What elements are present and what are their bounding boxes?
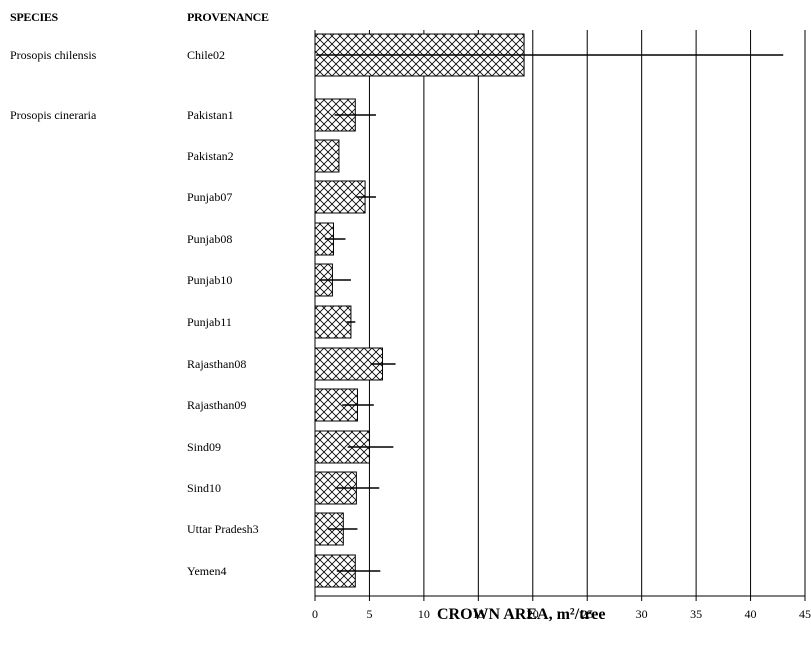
provenance-header: PROVENANCE [187, 10, 269, 24]
provenance-label: Punjab10 [187, 273, 233, 287]
x-tick-label: 20 [527, 607, 539, 621]
x-tick-label: 0 [312, 607, 318, 621]
provenance-label: Yemen4 [187, 564, 227, 578]
x-tick-label: 15 [472, 607, 484, 621]
provenance-label: Rajasthan09 [187, 398, 247, 412]
bar [314, 305, 352, 339]
provenance-label: Punjab08 [187, 232, 233, 246]
x-tick-label: 5 [366, 607, 372, 621]
x-tick-label: 35 [690, 607, 702, 621]
x-tick-label: 45 [799, 607, 811, 621]
provenance-label: Punjab11 [187, 315, 232, 329]
provenance-label: Pakistan2 [187, 149, 234, 163]
provenance-label: Uttar Pradesh3 [187, 522, 259, 536]
bar [314, 139, 340, 173]
species-label: Prosopis cineraria [10, 108, 97, 122]
x-tick-label: 10 [418, 607, 430, 621]
provenance-label: Pakistan1 [187, 108, 234, 122]
x-tick-label: 30 [636, 607, 648, 621]
x-tick-label: 40 [745, 607, 757, 621]
provenance-label: Chile02 [187, 48, 225, 62]
provenance-label: Sind09 [187, 440, 222, 454]
species-header: SPECIES [10, 10, 58, 24]
provenance-label: Rajasthan08 [187, 357, 247, 371]
x-axis-title: CROWN AREA, m²/tree [437, 606, 606, 623]
provenance-label: Punjab07 [187, 190, 233, 204]
x-tick-label: 25 [581, 607, 593, 621]
provenance-label: Sind10 [187, 481, 222, 495]
species-label: Prosopis chilensis [10, 48, 97, 62]
